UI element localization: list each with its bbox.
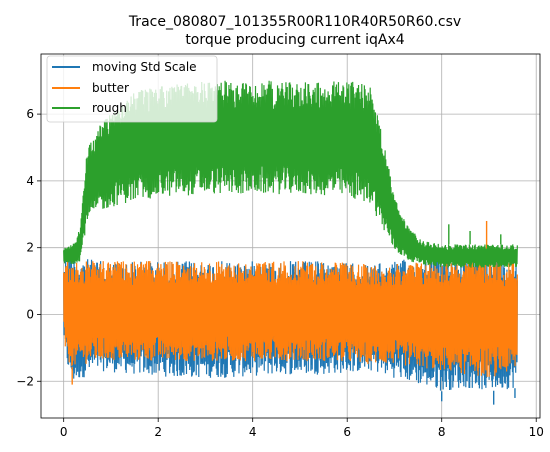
series-layer bbox=[63, 80, 518, 405]
y-tick-label: 2 bbox=[26, 241, 34, 255]
x-tick-label: 4 bbox=[249, 425, 257, 439]
y-tick-label: 6 bbox=[26, 107, 34, 121]
plot-frame bbox=[40, 53, 541, 419]
x-tick-label: 0 bbox=[60, 425, 68, 439]
chart-subtitle: torque producing current iqAx4 bbox=[185, 32, 404, 48]
y-tick-label: −2 bbox=[16, 374, 34, 388]
x-axis: 0 2 4 6 8 10 bbox=[60, 418, 544, 439]
legend-label-rough: rough bbox=[92, 101, 127, 115]
y-tick-label: 4 bbox=[26, 174, 34, 188]
legend-label-moving-std-scale: moving Std Scale bbox=[92, 60, 197, 74]
x-tick-label: 8 bbox=[438, 425, 446, 439]
y-tick-label: 0 bbox=[26, 307, 34, 321]
legend-box bbox=[46, 55, 218, 123]
y-axis: −2 0 2 4 6 bbox=[16, 107, 41, 388]
x-tick-label: 10 bbox=[529, 425, 544, 439]
series-line-rough bbox=[63, 80, 518, 268]
x-tick-label: 2 bbox=[154, 425, 162, 439]
series-line-butter bbox=[63, 254, 518, 377]
x-tick-label: 6 bbox=[343, 425, 351, 439]
legend-label-butter: butter bbox=[92, 81, 129, 95]
chart-title: Trace_080807_101355R00R110R40R50R60.csv bbox=[128, 14, 461, 30]
legend: moving Std Scale butter rough bbox=[46, 55, 218, 123]
